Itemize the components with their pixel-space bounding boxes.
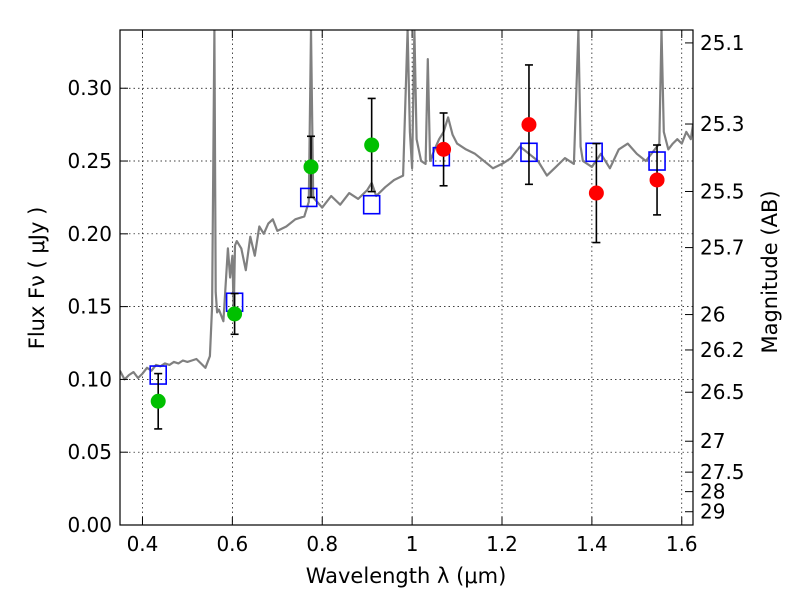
y2-tick-label: 25.7 <box>700 236 745 260</box>
x-tick-label: 1.4 <box>576 532 608 556</box>
y-tick-label: 0.15 <box>67 295 112 319</box>
photometry-point <box>227 306 243 322</box>
y2-tick-label: 27 <box>700 429 725 453</box>
y2-tick-label: 25.5 <box>700 179 745 203</box>
y2-tick-label: 26.2 <box>700 338 745 362</box>
y2-axis-title: Magnitude (AB) <box>758 190 782 353</box>
y2-tick-label: 25.1 <box>700 31 745 55</box>
y-tick-label: 0.30 <box>67 76 112 100</box>
y2-tick-label: 27.5 <box>700 460 745 484</box>
x-tick-label: 1.2 <box>486 532 518 556</box>
y-tick-label: 0.10 <box>67 367 112 391</box>
x-tick-label: 0.4 <box>127 532 159 556</box>
sed-model-line <box>120 30 693 381</box>
photometry-point <box>303 159 319 175</box>
model-square-marker <box>299 187 318 208</box>
x-tick-label: 1.6 <box>666 532 698 556</box>
y2-tick-label: 26.5 <box>700 380 745 404</box>
plot-background <box>120 30 693 525</box>
photometry-point <box>588 185 604 201</box>
x-tick-label: 0.6 <box>216 532 248 556</box>
series-layer <box>120 30 693 430</box>
photometry-point <box>364 137 380 153</box>
y-tick-label: 0.05 <box>67 440 112 464</box>
photometry-point <box>521 117 537 133</box>
model-square-marker <box>362 194 381 215</box>
ticks: 0.4 0.6 0.8 1 1.2 1.4 1.6 0.00 0.05 0.10 0.15 0.20 0… <box>67 30 745 556</box>
plot-frame <box>119 29 694 526</box>
photometry-point <box>436 141 452 157</box>
photometry-point <box>649 172 665 188</box>
series-group <box>120 30 693 430</box>
photometry-point <box>150 393 166 409</box>
y2-tick-label: 25.3 <box>700 112 745 136</box>
y2-tick-label: 29 <box>700 500 725 524</box>
x-axis-title: Wavelength λ (μm) <box>306 564 507 588</box>
y-axis-title: Flux Fν ( μJy ) <box>25 207 49 350</box>
y-tick-label: 0.25 <box>67 149 112 173</box>
y-tick-label: 0.20 <box>67 222 112 246</box>
x-tick-label: 1 <box>406 532 419 556</box>
y-tick-label: 0.00 <box>67 513 112 537</box>
y2-tick-label: 28 <box>700 480 725 504</box>
y2-tick-label: 26 <box>700 303 725 327</box>
x-tick-label: 0.8 <box>306 532 338 556</box>
